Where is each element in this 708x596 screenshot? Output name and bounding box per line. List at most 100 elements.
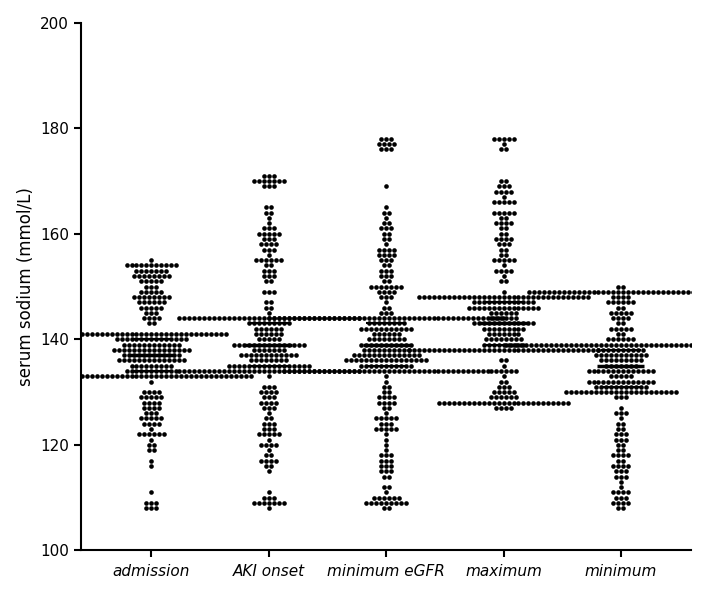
Point [615, 340, 627, 349]
Point [383, 313, 394, 323]
Point [298, 313, 309, 323]
Point [263, 424, 275, 434]
Point [496, 366, 507, 375]
Point [151, 414, 162, 423]
Point [378, 277, 389, 286]
Point [133, 297, 144, 307]
Point [571, 340, 582, 349]
Point [328, 366, 339, 375]
Point [193, 313, 205, 323]
Point [556, 340, 567, 349]
Point [355, 356, 367, 365]
Point [532, 398, 544, 408]
Point [607, 313, 619, 323]
Point [308, 313, 319, 323]
Point [153, 271, 164, 281]
Point [388, 393, 399, 402]
Point [498, 382, 509, 392]
Point [385, 361, 396, 371]
Point [318, 366, 329, 375]
Point [442, 313, 454, 323]
Point [673, 287, 684, 297]
Point [380, 145, 392, 154]
Point [598, 366, 609, 375]
Point [200, 329, 212, 339]
Point [558, 398, 569, 408]
Point [263, 213, 275, 223]
Point [680, 340, 691, 349]
Point [288, 313, 299, 323]
Point [615, 387, 627, 397]
Point [266, 260, 277, 270]
Point [620, 472, 632, 482]
Point [343, 313, 354, 323]
Point [496, 403, 507, 412]
Point [428, 293, 440, 302]
Point [380, 456, 392, 465]
Point [156, 277, 167, 286]
Point [635, 387, 646, 397]
Point [333, 313, 344, 323]
Point [668, 287, 679, 297]
Point [256, 456, 267, 465]
Point [348, 313, 359, 323]
Point [363, 366, 375, 375]
Point [638, 345, 649, 355]
Point [123, 356, 135, 365]
Point [406, 356, 417, 365]
Point [618, 313, 629, 323]
Point [298, 366, 309, 375]
Point [249, 345, 260, 355]
Point [625, 350, 636, 360]
Point [166, 366, 177, 375]
Point [612, 329, 624, 339]
Point [373, 350, 384, 360]
Point [148, 313, 159, 323]
Point [278, 319, 290, 328]
Point [141, 334, 152, 344]
Point [498, 287, 509, 297]
Point [503, 208, 514, 218]
Point [143, 297, 154, 307]
Point [612, 419, 624, 429]
Point [438, 398, 450, 408]
Point [153, 350, 164, 360]
Point [600, 361, 612, 371]
Point [618, 440, 629, 449]
Point [270, 356, 282, 365]
Point [258, 287, 270, 297]
Point [380, 414, 392, 423]
Point [618, 297, 629, 307]
Point [501, 245, 512, 254]
Point [566, 387, 577, 397]
Point [258, 345, 270, 355]
Point [620, 356, 632, 365]
Point [133, 430, 144, 439]
Point [256, 240, 267, 249]
Point [383, 234, 394, 244]
Point [263, 176, 275, 186]
Point [116, 334, 127, 344]
Point [136, 266, 147, 275]
Point [263, 366, 275, 375]
Point [496, 245, 507, 254]
Point [273, 345, 285, 355]
Point [146, 366, 157, 375]
Point [488, 340, 499, 349]
Point [263, 319, 275, 328]
Point [483, 293, 494, 302]
Point [148, 350, 159, 360]
Point [329, 313, 340, 323]
Point [131, 260, 142, 270]
Point [143, 293, 154, 302]
Point [383, 472, 394, 482]
Point [318, 366, 329, 375]
Point [612, 377, 624, 386]
Point [156, 366, 167, 375]
Point [578, 345, 589, 355]
Point [378, 366, 389, 375]
Point [153, 340, 164, 349]
Point [513, 319, 524, 328]
Point [623, 334, 634, 344]
Point [527, 297, 539, 307]
